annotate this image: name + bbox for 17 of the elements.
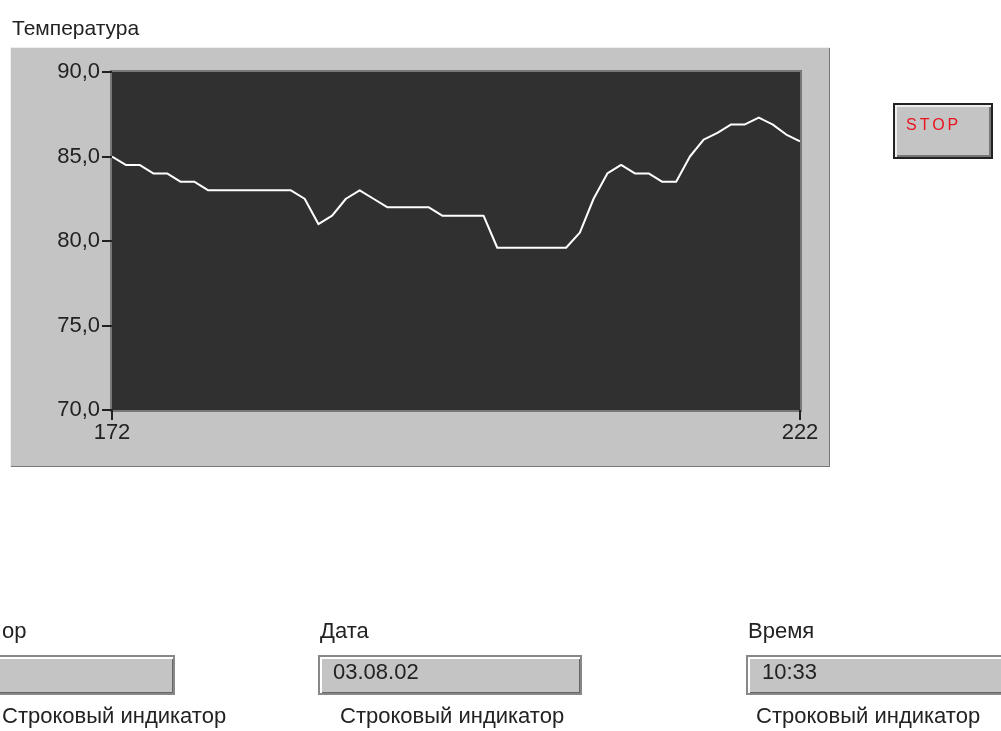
text: Строковый индикатор — [2, 703, 227, 729]
text: 03.08.02 — [333, 659, 419, 685]
text: Строковый индикатор — [340, 703, 565, 729]
y-tick-label: 80,0 — [57, 227, 100, 253]
text: Время — [748, 618, 815, 644]
chart-title: Температура — [12, 16, 140, 40]
text: ор — [2, 618, 27, 644]
x-tick-label: 172 — [93, 419, 131, 445]
y-tick-label: 75,0 — [57, 311, 100, 337]
text: Дата — [320, 618, 369, 644]
y-tick-label: 70,0 — [57, 396, 100, 422]
text: 10:33 — [762, 659, 818, 685]
y-tick-label: 90,0 — [57, 58, 100, 84]
text: Строковый индикатор — [756, 703, 981, 729]
x-tick-label: 222 — [781, 419, 819, 445]
y-tick-label: 85,0 — [57, 142, 100, 168]
text: STOP — [906, 116, 962, 134]
